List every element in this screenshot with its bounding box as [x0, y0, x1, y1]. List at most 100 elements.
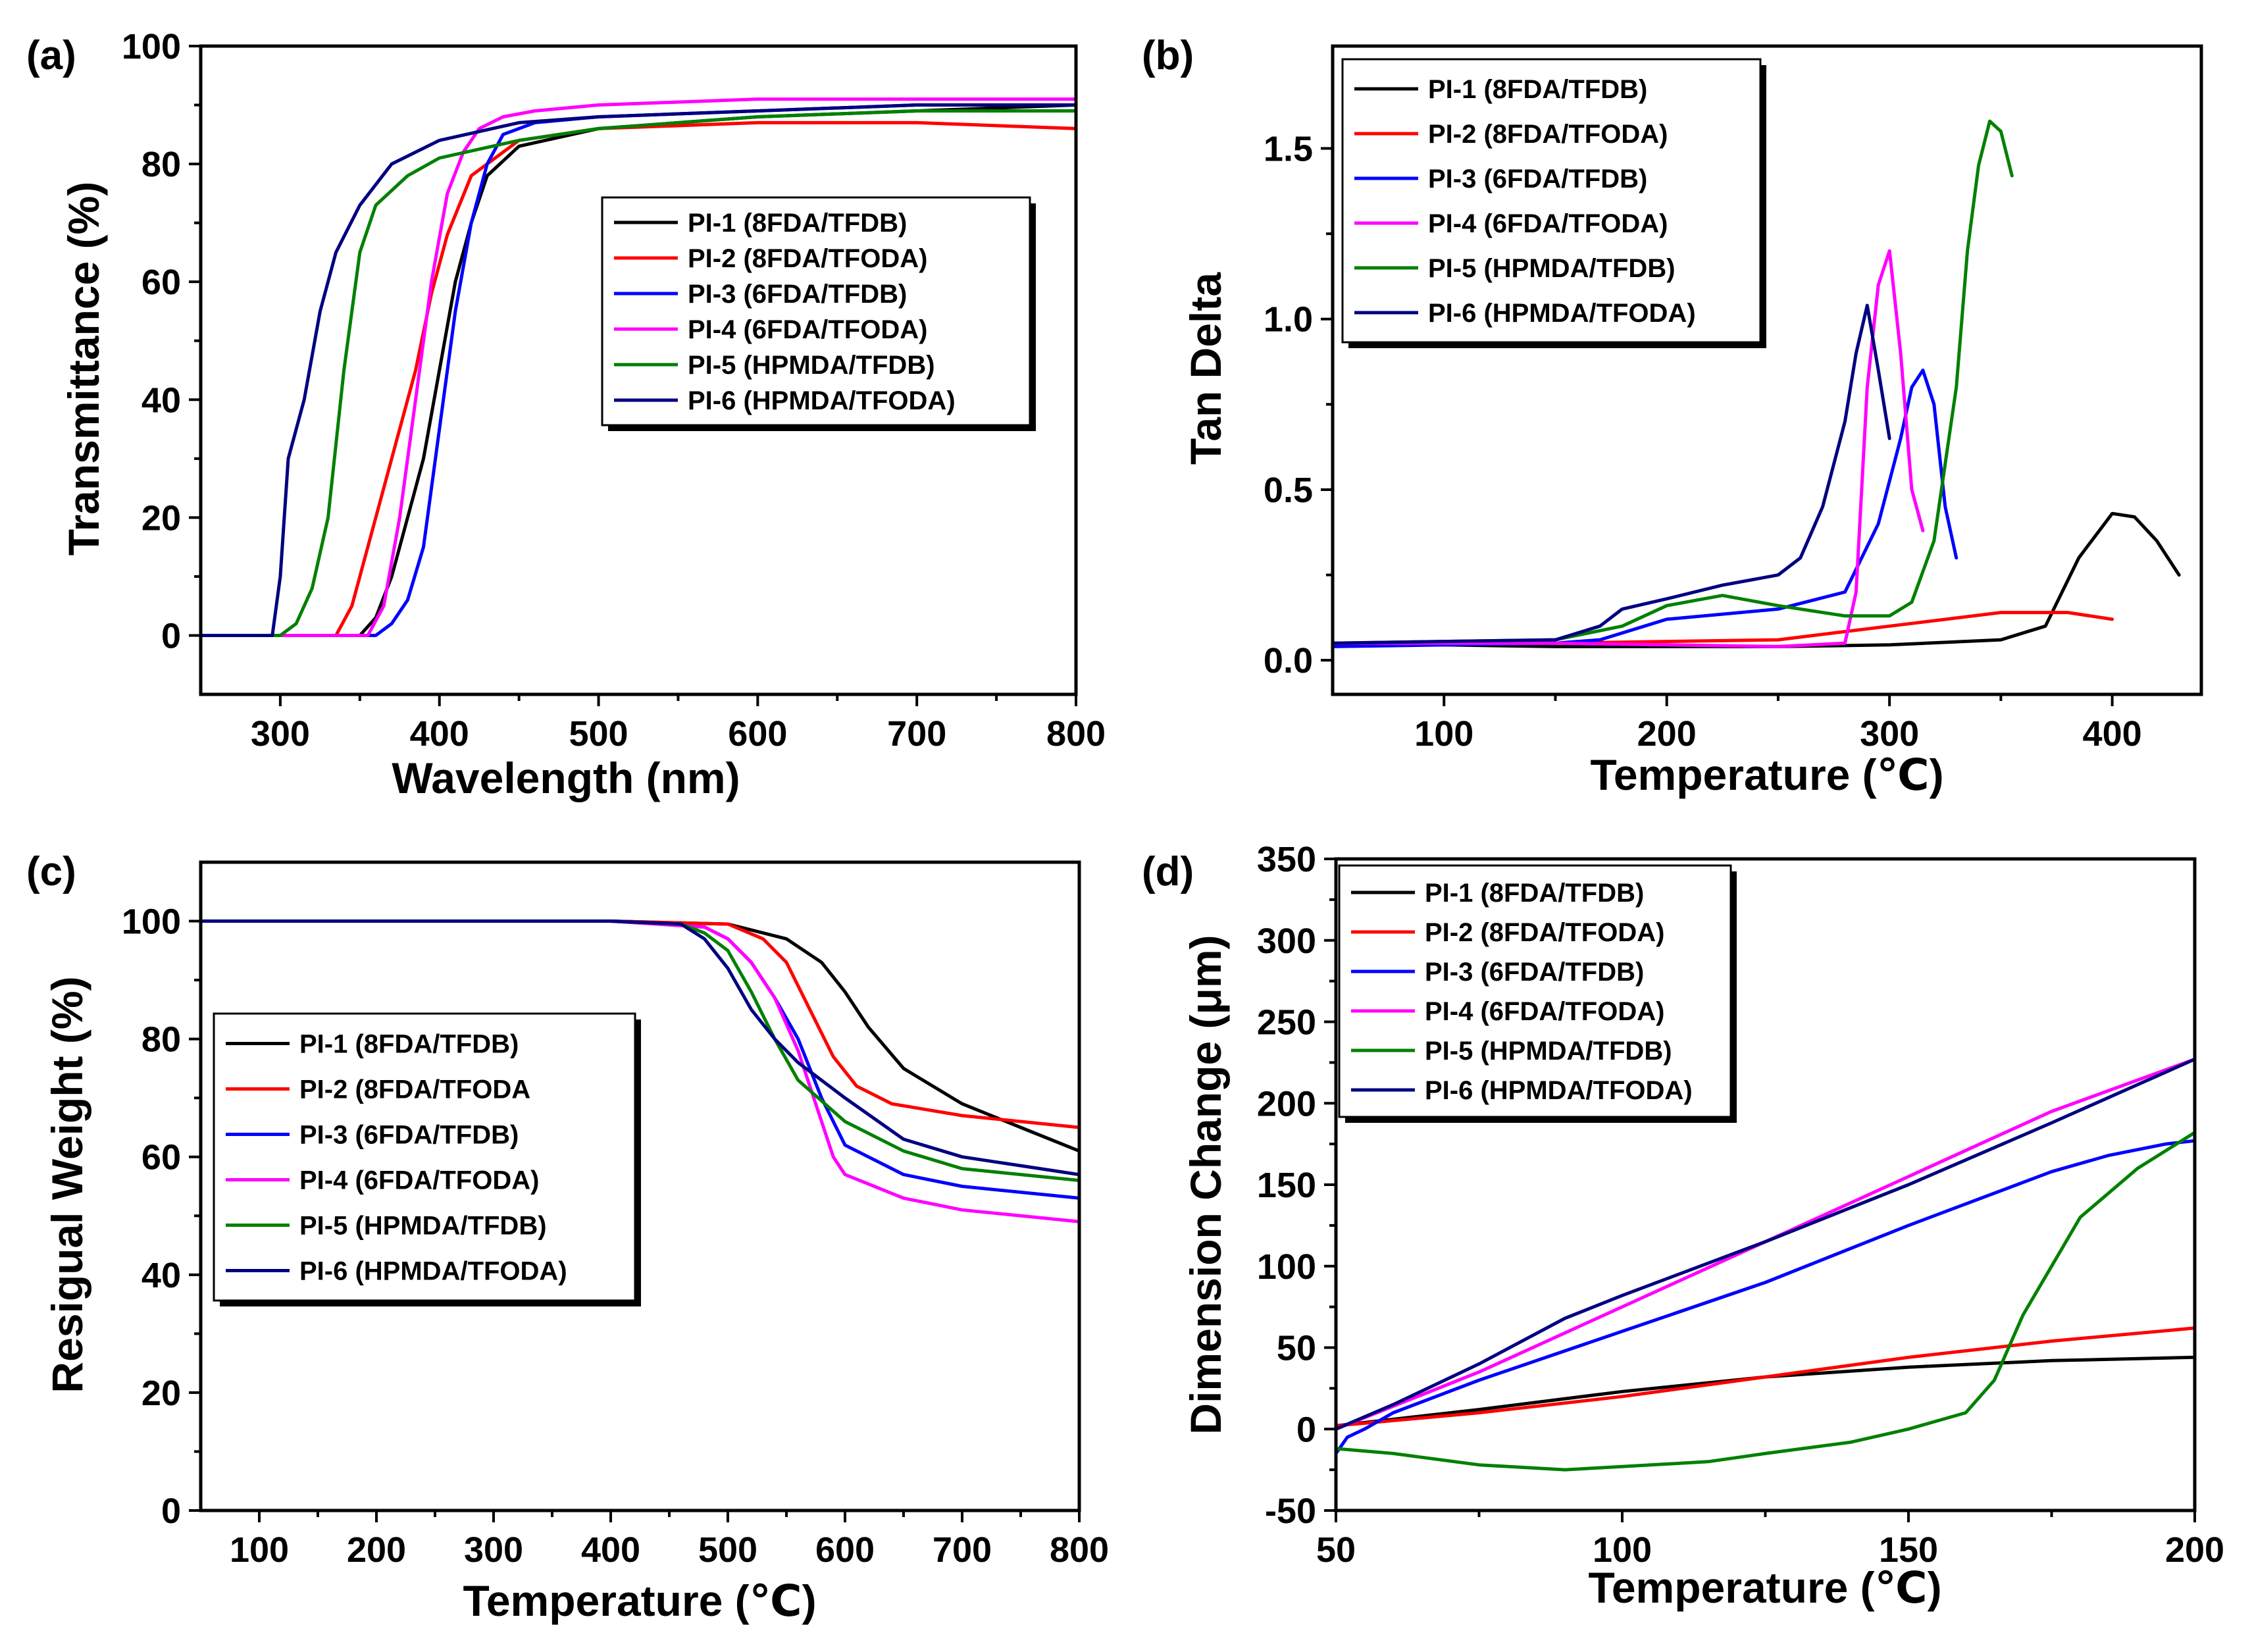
legend-box	[213, 1012, 636, 1302]
chart-panel-c: (c) 100 200 300 400 500 600 700 800 0 20 40 60 80 100 T…	[26, 849, 1109, 1625]
legend-label-pi-1: PI-1 (8FDA/TFDB)	[1428, 75, 1647, 104]
x-tick-label: 100	[1414, 714, 1473, 754]
x-axis-title: Temperature (℃)	[463, 1576, 816, 1625]
legend-box	[601, 196, 1031, 426]
legend-label-pi-1: PI-1 (8FDA/TFDB)	[1425, 879, 1644, 908]
x-tick-label: 600	[728, 714, 787, 754]
x-tick-label: 150	[1879, 1530, 1938, 1570]
series-line-pi-5	[201, 109, 1076, 637]
series-line-pi-4	[1333, 249, 1925, 648]
legend-label-pi-2: PI-2 (8FDA/TFODA	[299, 1075, 530, 1104]
legend-label-pi-1: PI-1 (8FDA/TFDB)	[299, 1030, 519, 1059]
y-tick-label: 0.5	[1264, 471, 1313, 510]
y-tick-label: 1.5	[1264, 130, 1313, 169]
y-tick-label: 40	[141, 380, 181, 420]
x-axis-title: Wavelength (nm)	[392, 754, 740, 802]
legend-label-pi-2: PI-2 (8FDA/TFODA)	[1428, 120, 1668, 149]
x-tick-label: 300	[1860, 714, 1919, 754]
x-tick-label: 50	[1316, 1530, 1356, 1570]
series-line-pi-5	[1336, 1131, 2195, 1472]
y-tick-label: 0	[161, 616, 181, 656]
x-tick-label: 100	[1593, 1530, 1652, 1570]
legend: PI-1 (8FDA/TFDB) PI-2 (8FDA/TFODA) PI-3 (6…	[1338, 864, 1737, 1123]
legend-label-pi-6: PI-6 (HPMDA/TFODA)	[1428, 299, 1696, 328]
x-tick-label: 700	[933, 1530, 992, 1570]
y-tick-label: 80	[141, 145, 181, 184]
x-tick-label: 600	[815, 1530, 875, 1570]
legend-label-pi-3: PI-3 (6FDA/TFDB)	[299, 1121, 519, 1150]
x-tick-label: 300	[251, 714, 310, 754]
legend-label-pi-5: PI-5 (HPMDA/TFDB)	[688, 351, 935, 380]
series-line-pi-5	[1333, 119, 2014, 645]
x-tick-label: 500	[698, 1530, 757, 1570]
x-tick-label: 700	[887, 714, 946, 754]
y-tick-label: 250	[1257, 1003, 1316, 1043]
y-tick-label: 80	[141, 1020, 181, 1060]
x-tick-label: 800	[1050, 1530, 1109, 1570]
y-tick-label: 20	[141, 1374, 181, 1413]
series-line-pi-6	[201, 919, 1079, 1177]
legend-label-pi-1: PI-1 (8FDA/TFDB)	[688, 209, 907, 238]
x-tick-label: 200	[347, 1530, 406, 1570]
legend-label-pi-4: PI-4 (6FDA/TFODA)	[1428, 209, 1668, 238]
legend: PI-1 (8FDA/TFDB) PI-2 (8FDA/TFODA) PI-3 (6…	[601, 196, 1036, 431]
legend-label-pi-4: PI-4 (6FDA/TFODA)	[299, 1166, 539, 1195]
y-tick-label: 50	[1277, 1329, 1316, 1368]
legend-label-pi-2: PI-2 (8FDA/TFODA)	[688, 244, 927, 273]
series-group	[201, 919, 1079, 1224]
series-group	[1336, 1057, 2195, 1472]
legend: PI-1 (8FDA/TFDB) PI-2 (8FDA/TFODA PI-3 (6F…	[213, 1012, 641, 1306]
legend-label-pi-4: PI-4 (6FDA/TFODA)	[1425, 997, 1664, 1026]
y-axis-title: Resigual Weight (%)	[43, 976, 91, 1393]
series-line-pi-6	[1336, 1057, 2195, 1431]
legend-label-pi-4: PI-4 (6FDA/TFODA)	[688, 315, 927, 344]
x-tick-label: 100	[230, 1530, 289, 1570]
legend: PI-1 (8FDA/TFDB) PI-2 (8FDA/TFODA) PI-3 (6…	[1341, 58, 1766, 348]
series-group	[1333, 119, 2181, 648]
series-group	[201, 97, 1076, 637]
legend-label-pi-6: PI-6 (HPMDA/TFODA)	[688, 386, 956, 415]
x-axis-title: Temperature (℃)	[1588, 1563, 1941, 1612]
y-tick-label: 60	[141, 1138, 181, 1177]
panel-label: (a)	[26, 33, 76, 78]
legend-label-pi-2: PI-2 (8FDA/TFODA)	[1425, 918, 1664, 947]
y-tick-label: 100	[122, 27, 181, 66]
series-line-pi-2	[1336, 1326, 2195, 1428]
panel-label: (c)	[26, 849, 76, 894]
x-tick-label: 500	[569, 714, 628, 754]
x-tick-label: 400	[2083, 714, 2142, 754]
x-tick-label: 300	[464, 1530, 523, 1570]
y-tick-label: 0	[161, 1491, 181, 1531]
plot-frame	[199, 860, 1081, 1512]
y-tick-label: 200	[1257, 1084, 1316, 1123]
y-tick-label: 20	[141, 498, 181, 538]
legend-label-pi-6: PI-6 (HPMDA/TFODA)	[1425, 1076, 1693, 1105]
legend-label-pi-3: PI-3 (6FDA/TFDB)	[1428, 165, 1647, 194]
y-tick-label: 150	[1257, 1166, 1316, 1205]
y-axis-title: Dimension Change (μm)	[1181, 935, 1230, 1434]
y-tick-label: 100	[122, 902, 181, 942]
legend-label-pi-5: PI-5 (HPMDA/TFDB)	[299, 1212, 547, 1241]
legend-box	[1338, 864, 1732, 1118]
chart-panel-a: (a) 300 400 500 600 700 800 0 20 40 60 80 100 Wavelen…	[26, 27, 1106, 802]
y-axis-title: Transmittance (%)	[59, 182, 108, 555]
chart-panel-d: (d) 50 100 150 200 -50 0 50 100 150 200 250 300 350 Te…	[1142, 840, 2224, 1612]
x-axis-title: Temperature (℃)	[1590, 750, 1943, 799]
x-tick-label: 200	[1637, 714, 1697, 754]
chart-panel-b: (b) 100 200 300 400 0.0 0.5 1.0 1.5 Temperature (…	[1142, 33, 2203, 799]
legend-label-pi-3: PI-3 (6FDA/TFDB)	[688, 280, 907, 309]
y-tick-label: 1.0	[1264, 300, 1313, 340]
legend-box	[1341, 58, 1762, 344]
legend-label-pi-5: PI-5 (HPMDA/TFDB)	[1428, 254, 1676, 283]
legend-label-pi-6: PI-6 (HPMDA/TFODA)	[299, 1257, 567, 1286]
y-tick-label: 0.0	[1264, 641, 1313, 681]
y-tick-label: 40	[141, 1256, 181, 1295]
series-line-pi-3	[1333, 369, 1958, 648]
y-tick-label: 0	[1296, 1410, 1316, 1449]
x-tick-label: 400	[581, 1530, 640, 1570]
y-tick-label: 350	[1257, 840, 1316, 879]
legend-label-pi-5: PI-5 (HPMDA/TFDB)	[1425, 1037, 1672, 1066]
y-tick-label: 100	[1257, 1247, 1316, 1287]
plot-frame	[1331, 44, 2203, 696]
panel-label: (b)	[1142, 33, 1194, 78]
